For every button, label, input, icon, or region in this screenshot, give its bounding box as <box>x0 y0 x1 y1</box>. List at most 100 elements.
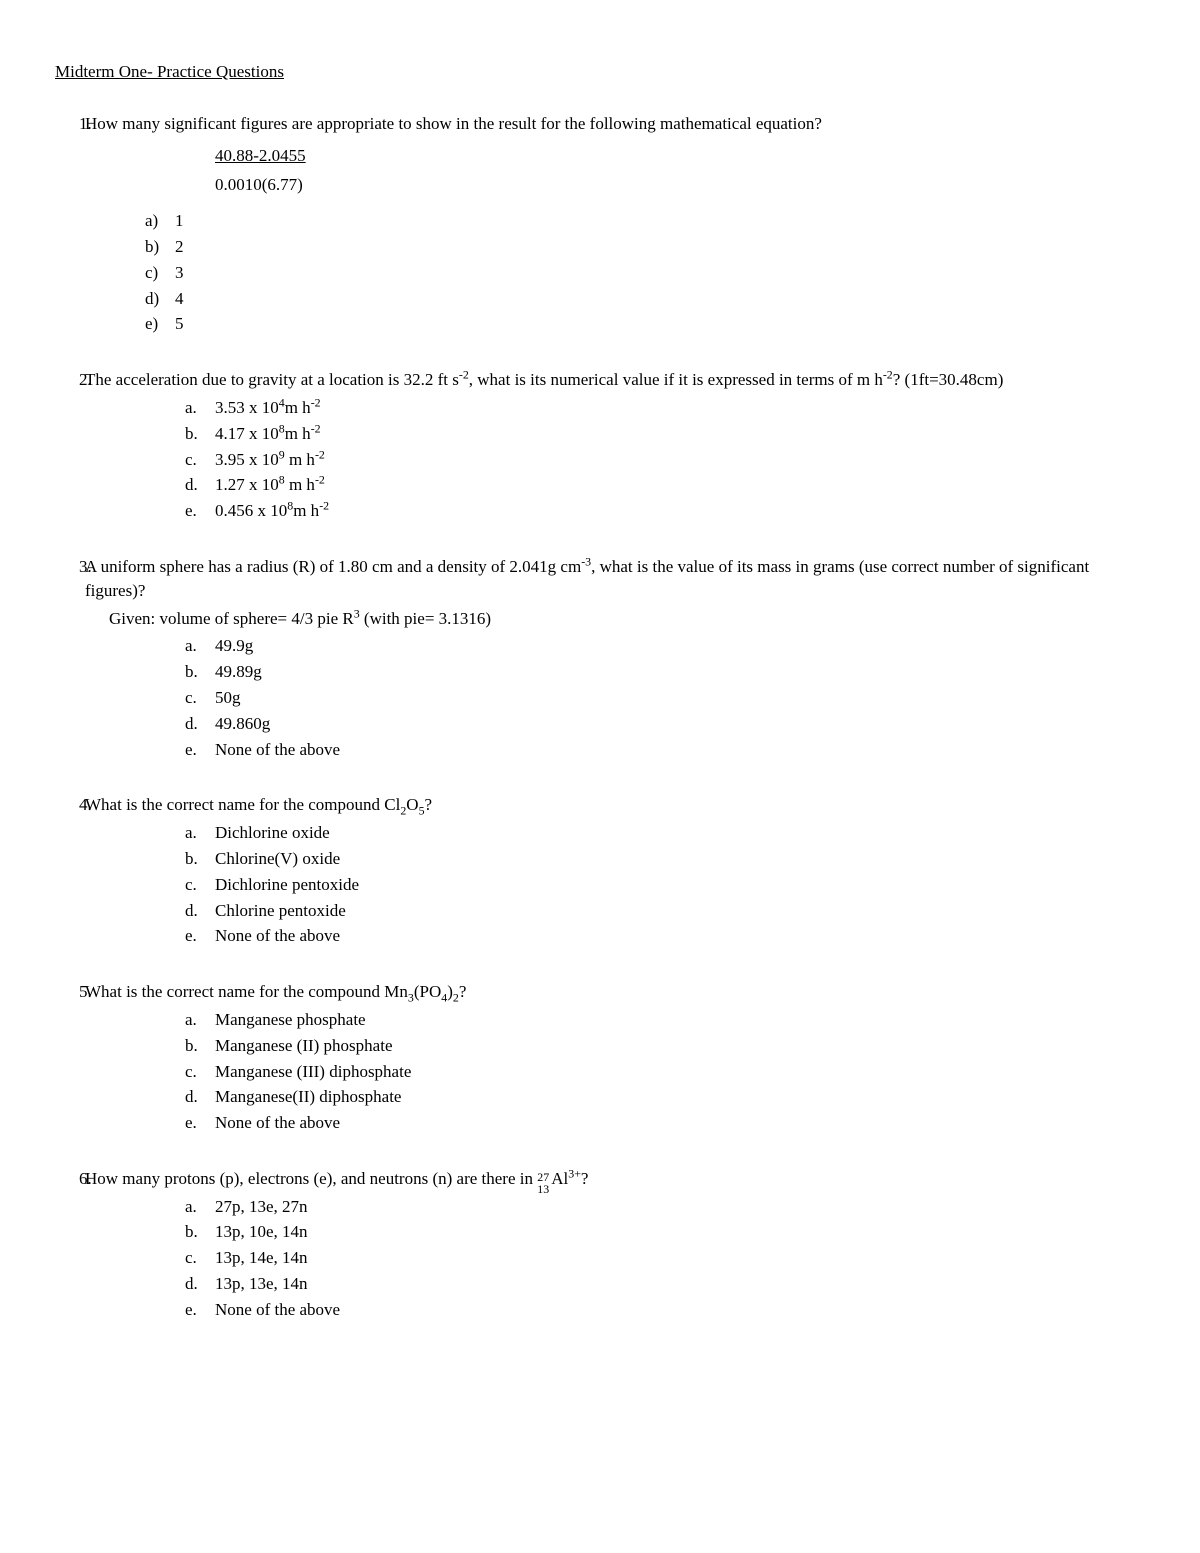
option-b: b.Manganese (II) phosphate <box>185 1034 1145 1058</box>
option-d: d)4 <box>145 287 1145 311</box>
option-e: e)5 <box>145 312 1145 336</box>
question-number: 4. <box>55 793 85 817</box>
option-text: Manganese (II) phosphate <box>215 1034 1145 1058</box>
option-c: c.Dichlorine pentoxide <box>185 873 1145 897</box>
option-label: c) <box>145 261 175 285</box>
options-list: a.49.9g b.49.89g c.50g d.49.860g e.None … <box>185 634 1145 761</box>
option-text: None of the above <box>215 1298 1145 1322</box>
options-list: a.3.53 x 104m h-2 b.4.17 x 108m h-2 c.3.… <box>185 396 1145 523</box>
option-c: c.Manganese (III) diphosphate <box>185 1060 1145 1084</box>
option-d: d.Manganese(II) diphosphate <box>185 1085 1145 1109</box>
option-label: c. <box>185 1246 215 1270</box>
given-info: Given: volume of sphere= 4/3 pie R3 (wit… <box>109 607 1145 631</box>
option-text: 27p, 13e, 27n <box>215 1195 1145 1219</box>
option-text: Dichlorine pentoxide <box>215 873 1145 897</box>
option-label: c. <box>185 1060 215 1084</box>
option-label: a. <box>185 634 215 658</box>
option-a: a.49.9g <box>185 634 1145 658</box>
option-text: Chlorine(V) oxide <box>215 847 1145 871</box>
option-label: d. <box>185 1085 215 1109</box>
option-text: 49.89g <box>215 660 1145 684</box>
option-text: Manganese (III) diphosphate <box>215 1060 1145 1084</box>
option-label: e. <box>185 1111 215 1135</box>
question-5: 5. What is the correct name for the comp… <box>55 980 1145 1135</box>
option-label: a. <box>185 821 215 845</box>
option-c: c.13p, 14e, 14n <box>185 1246 1145 1270</box>
option-b: b.4.17 x 108m h-2 <box>185 422 1145 446</box>
option-label: d) <box>145 287 175 311</box>
option-e: e.None of the above <box>185 1111 1145 1135</box>
option-label: b. <box>185 660 215 684</box>
options-list: a.Dichlorine oxide b.Chlorine(V) oxide c… <box>185 821 1145 948</box>
option-text: 13p, 10e, 14n <box>215 1220 1145 1244</box>
option-text: 2 <box>175 235 1145 259</box>
option-label: e. <box>185 738 215 762</box>
question-text: What is the correct name for the compoun… <box>85 793 1145 817</box>
option-b: b)2 <box>145 235 1145 259</box>
option-text: 1 <box>175 209 1145 233</box>
option-text: 49.9g <box>215 634 1145 658</box>
question-2: 2. The acceleration due to gravity at a … <box>55 368 1145 523</box>
option-text: Manganese phosphate <box>215 1008 1145 1032</box>
option-text: 13p, 14e, 14n <box>215 1246 1145 1270</box>
option-text: None of the above <box>215 924 1145 948</box>
document-title: Midterm One- Practice Questions <box>55 60 1145 84</box>
option-label: b) <box>145 235 175 259</box>
option-d: d.1.27 x 108 m h-2 <box>185 473 1145 497</box>
option-e: e.None of the above <box>185 924 1145 948</box>
option-text: 1.27 x 108 m h-2 <box>215 473 1145 497</box>
option-text: 4.17 x 108m h-2 <box>215 422 1145 446</box>
option-a: a.Dichlorine oxide <box>185 821 1145 845</box>
option-text: 4 <box>175 287 1145 311</box>
question-6: 6. How many protons (p), electrons (e), … <box>55 1167 1145 1322</box>
option-label: c. <box>185 448 215 472</box>
option-text: None of the above <box>215 1111 1145 1135</box>
option-d: d.49.860g <box>185 712 1145 736</box>
option-text: 13p, 13e, 14n <box>215 1272 1145 1296</box>
option-label: b. <box>185 1034 215 1058</box>
option-e: e.0.456 x 108m h-2 <box>185 499 1145 523</box>
equation: 40.88-2.0455 0.0010(6.77) <box>215 144 1145 198</box>
question-number: 3. <box>55 555 85 603</box>
option-label: e. <box>185 924 215 948</box>
question-4: 4. What is the correct name for the comp… <box>55 793 1145 948</box>
option-a: a.27p, 13e, 27n <box>185 1195 1145 1219</box>
question-text: The acceleration due to gravity at a loc… <box>85 368 1145 392</box>
option-b: b.Chlorine(V) oxide <box>185 847 1145 871</box>
question-number: 1. <box>55 112 85 136</box>
option-label: b. <box>185 1220 215 1244</box>
option-label: c. <box>185 873 215 897</box>
question-text: How many protons (p), electrons (e), and… <box>85 1167 1145 1191</box>
option-c: c.50g <box>185 686 1145 710</box>
options-list: a.Manganese phosphate b.Manganese (II) p… <box>185 1008 1145 1135</box>
option-text: Manganese(II) diphosphate <box>215 1085 1145 1109</box>
equation-numerator: 40.88-2.0455 <box>215 144 1145 168</box>
option-a: a.3.53 x 104m h-2 <box>185 396 1145 420</box>
option-b: b.49.89g <box>185 660 1145 684</box>
option-label: d. <box>185 473 215 497</box>
option-e: e.None of the above <box>185 1298 1145 1322</box>
option-a: a)1 <box>145 209 1145 233</box>
option-label: c. <box>185 686 215 710</box>
option-label: a. <box>185 1008 215 1032</box>
option-label: e. <box>185 499 215 523</box>
option-label: d. <box>185 712 215 736</box>
option-c: c)3 <box>145 261 1145 285</box>
question-text: A uniform sphere has a radius (R) of 1.8… <box>85 555 1145 603</box>
option-a: a.Manganese phosphate <box>185 1008 1145 1032</box>
option-text: 5 <box>175 312 1145 336</box>
question-number: 6. <box>55 1167 85 1191</box>
option-label: a. <box>185 396 215 420</box>
option-text: Dichlorine oxide <box>215 821 1145 845</box>
option-c: c.3.95 x 109 m h-2 <box>185 448 1145 472</box>
option-label: b. <box>185 422 215 446</box>
question-number: 2. <box>55 368 85 392</box>
option-text: 3.53 x 104m h-2 <box>215 396 1145 420</box>
question-text: What is the correct name for the compoun… <box>85 980 1145 1004</box>
option-label: d. <box>185 1272 215 1296</box>
option-text: Chlorine pentoxide <box>215 899 1145 923</box>
option-label: d. <box>185 899 215 923</box>
option-label: b. <box>185 847 215 871</box>
option-e: e.None of the above <box>185 738 1145 762</box>
question-3: 3. A uniform sphere has a radius (R) of … <box>55 555 1145 761</box>
